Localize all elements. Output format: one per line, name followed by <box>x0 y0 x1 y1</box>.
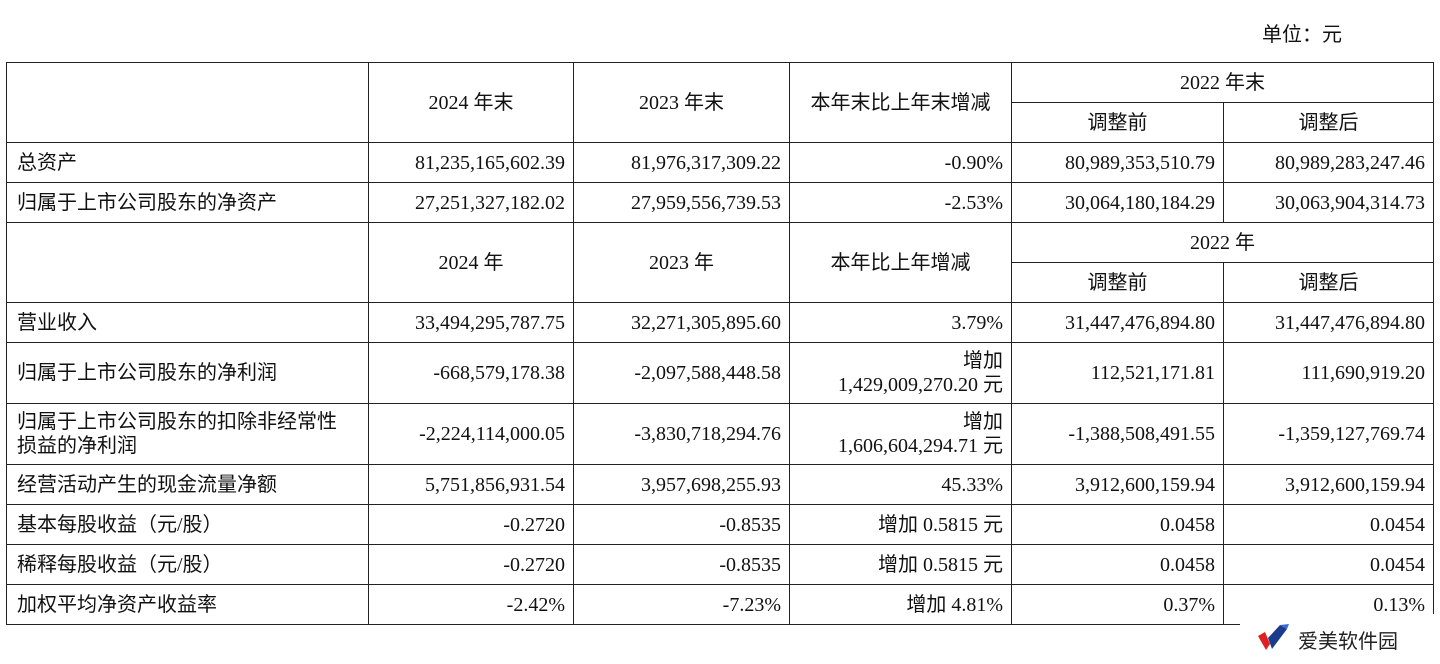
table-row: 归属于上市公司股东的净资产 27,251,327,182.02 27,959,5… <box>6 182 1434 223</box>
header-2023-end: 2023 年末 <box>573 62 790 143</box>
change-line-2: 1,606,604,294.71 元 <box>838 435 1003 457</box>
value-2024: 27,251,327,182.02 <box>368 182 574 223</box>
change-line-1: 增加 <box>963 411 1003 433</box>
table-row: 归属于上市公司股东的净利润 -668,579,178.38 -2,097,588… <box>6 342 1434 404</box>
row-label: 营业收入 <box>6 302 369 343</box>
header-blank-cell <box>6 62 369 143</box>
value-after: -1,359,127,769.74 <box>1223 403 1434 465</box>
value-2024: -0.2720 <box>368 504 574 545</box>
table-row: 稀释每股收益（元/股） -0.2720 -0.8535 增加 0.5815 元 … <box>6 544 1434 585</box>
row-label: 稀释每股收益（元/股） <box>6 544 369 585</box>
value-2023: 27,959,556,739.53 <box>573 182 790 223</box>
financial-summary-table: 2024 年末 2023 年末 本年末比上年末增减 2022 年末 调整前 调整… <box>6 62 1434 625</box>
row-label: 加权平均净资产收益率 <box>6 584 369 625</box>
value-after: 111,690,919.20 <box>1223 342 1434 404</box>
header-blank-cell <box>6 222 369 303</box>
value-change: 增加 4.81% <box>789 584 1012 625</box>
value-2024: -2.42% <box>368 584 574 625</box>
header-before-adjust: 调整前 <box>1011 102 1224 143</box>
value-2024: 81,235,165,602.39 <box>368 142 574 183</box>
row-label: 归属于上市公司股东的净资产 <box>6 182 369 223</box>
value-change: -2.53% <box>789 182 1012 223</box>
value-2023: 3,957,698,255.93 <box>573 464 790 505</box>
value-2023: -7.23% <box>573 584 790 625</box>
table-row: 总资产 81,235,165,602.39 81,976,317,309.22 … <box>6 142 1434 183</box>
value-before: 80,989,353,510.79 <box>1011 142 1224 183</box>
value-after: 3,912,600,159.94 <box>1223 464 1434 505</box>
value-after: 80,989,283,247.46 <box>1223 142 1434 183</box>
value-2024: -668,579,178.38 <box>368 342 574 404</box>
value-before: 30,064,180,184.29 <box>1011 182 1224 223</box>
value-2023: 32,271,305,895.60 <box>573 302 790 343</box>
value-before: 0.37% <box>1011 584 1224 625</box>
value-2023: 81,976,317,309.22 <box>573 142 790 183</box>
header-2024-end: 2024 年末 <box>368 62 574 143</box>
value-change: 增加 1,429,009,270.20 元 <box>789 342 1012 404</box>
value-2023: -2,097,588,448.58 <box>573 342 790 404</box>
value-change: 3.79% <box>789 302 1012 343</box>
value-before: 0.0458 <box>1011 544 1224 585</box>
row-label: 经营活动产生的现金流量净额 <box>6 464 369 505</box>
value-change: 增加 0.5815 元 <box>789 544 1012 585</box>
change-line-2: 1,429,009,270.20 元 <box>838 374 1003 396</box>
value-after: 0.0454 <box>1223 544 1434 585</box>
table-row: 基本每股收益（元/股） -0.2720 -0.8535 增加 0.5815 元 … <box>6 504 1434 545</box>
value-before: 0.0458 <box>1011 504 1224 545</box>
value-2024: 33,494,295,787.75 <box>368 302 574 343</box>
value-change: 45.33% <box>789 464 1012 505</box>
row-label: 归属于上市公司股东的净利润 <box>6 342 369 404</box>
value-before: 31,447,476,894.80 <box>1011 302 1224 343</box>
header-after-adjust: 调整后 <box>1223 262 1434 303</box>
watermark-text: 爱美软件园 <box>1298 628 1398 653</box>
value-before: 3,912,600,159.94 <box>1011 464 1224 505</box>
row-label: 总资产 <box>6 142 369 183</box>
header-change-yoy: 本年末比上年末增减 <box>789 62 1012 143</box>
brand-logo-icon <box>1256 622 1290 657</box>
header-2023: 2023 年 <box>573 222 790 303</box>
row-label: 归属于上市公司股东的扣除非经常性损益的净利润 <box>6 403 369 465</box>
value-change: -0.90% <box>789 142 1012 183</box>
table-row: 加权平均净资产收益率 -2.42% -7.23% 增加 4.81% 0.37% … <box>6 584 1434 625</box>
value-2024: -2,224,114,000.05 <box>368 403 574 465</box>
change-line-1: 增加 <box>963 350 1003 372</box>
value-before: -1,388,508,491.55 <box>1011 403 1224 465</box>
value-before: 112,521,171.81 <box>1011 342 1224 404</box>
header-before-adjust: 调整前 <box>1011 262 1224 303</box>
header-2024: 2024 年 <box>368 222 574 303</box>
unit-label: 单位：元 <box>1262 24 1342 46</box>
header-2022: 2022 年 <box>1011 222 1434 263</box>
value-after: 30,063,904,314.73 <box>1223 182 1434 223</box>
header-change-yoy: 本年比上年增减 <box>789 222 1012 303</box>
value-2023: -0.8535 <box>573 504 790 545</box>
value-2023: -3,830,718,294.76 <box>573 403 790 465</box>
value-2024: 5,751,856,931.54 <box>368 464 574 505</box>
value-change: 增加 0.5815 元 <box>789 504 1012 545</box>
row-label: 基本每股收益（元/股） <box>6 504 369 545</box>
header-2022-end: 2022 年末 <box>1011 62 1434 103</box>
table-row: 营业收入 33,494,295,787.75 32,271,305,895.60… <box>6 302 1434 343</box>
watermark: 爱美软件园 <box>1240 614 1440 664</box>
table-row: 归属于上市公司股东的扣除非经常性损益的净利润 -2,224,114,000.05… <box>6 403 1434 465</box>
value-change: 增加 1,606,604,294.71 元 <box>789 403 1012 465</box>
value-2024: -0.2720 <box>368 544 574 585</box>
header-after-adjust: 调整后 <box>1223 102 1434 143</box>
value-after: 31,447,476,894.80 <box>1223 302 1434 343</box>
table-row: 经营活动产生的现金流量净额 5,751,856,931.54 3,957,698… <box>6 464 1434 505</box>
value-after: 0.0454 <box>1223 504 1434 545</box>
value-2023: -0.8535 <box>573 544 790 585</box>
